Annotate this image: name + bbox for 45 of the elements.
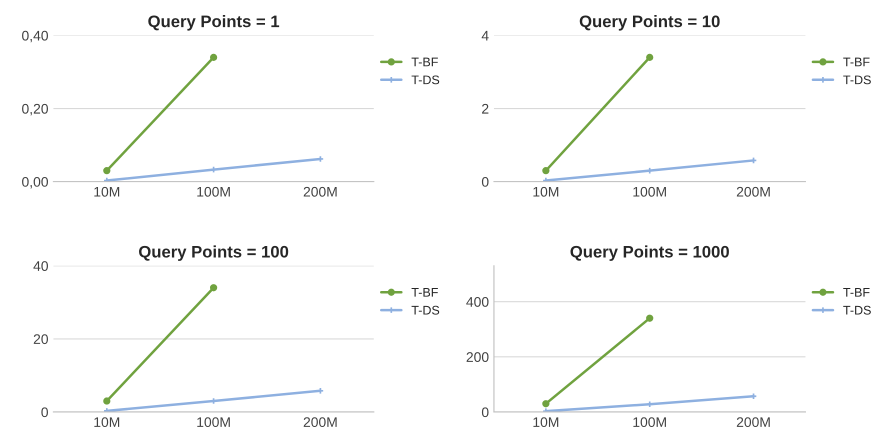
y-tick-label: 400	[466, 296, 489, 307]
x-tick-label: 200M	[736, 186, 770, 197]
y-tick-label: 40	[33, 261, 48, 271]
legend-label: T-BF	[843, 58, 870, 66]
x-tick-label: 10M	[533, 186, 558, 197]
y-tick-label: 0	[482, 407, 489, 418]
y-tick-label: 200	[466, 352, 489, 362]
legend-label: T-BF	[843, 288, 870, 297]
x-tick-label: 200M	[304, 417, 337, 428]
point	[646, 54, 654, 61]
y-tick-label: 0	[41, 407, 48, 418]
point	[542, 400, 550, 408]
y-tick-label: 2	[482, 104, 488, 114]
y-tick-label: 0,00	[22, 176, 48, 188]
chart-title: Query Points = 1	[148, 15, 280, 31]
y-tick-label: 0,20	[22, 104, 48, 116]
legend-label: T-DS	[843, 306, 871, 315]
x-tick-label: 10M	[533, 417, 558, 428]
legend-label: T-BF	[412, 58, 438, 66]
x-tick-label: 10M	[94, 186, 120, 197]
y-tick-label: 4	[482, 30, 489, 40]
x-tick-label: 200M	[304, 186, 337, 197]
point	[210, 284, 218, 292]
point	[103, 397, 110, 405]
legend-label: T-DS	[843, 75, 871, 84]
x-tick-label: 100M	[633, 186, 666, 197]
y-tick-label: 0	[482, 176, 489, 187]
point	[542, 167, 550, 174]
point	[103, 167, 110, 174]
y-tick-label: 0,40	[22, 30, 48, 42]
legend-label: T-DS	[412, 75, 440, 84]
y-tick-label: 20	[34, 334, 48, 344]
legend-label: T-BF	[412, 288, 438, 297]
point	[210, 54, 218, 61]
x-tick-label: 100M	[197, 417, 230, 428]
chart-title: Query Points = 10	[580, 15, 720, 31]
legend-label: T-DS	[412, 306, 440, 315]
x-tick-label: 100M	[197, 186, 230, 197]
x-tick-label: 200M	[736, 417, 770, 428]
x-tick-label: 100M	[633, 417, 666, 428]
x-tick-label: 10M	[94, 417, 120, 428]
chart-title: Query Points = 100	[139, 245, 288, 261]
chart-title: Query Points = 1000	[570, 245, 729, 261]
point	[646, 400, 654, 408]
point	[646, 314, 654, 322]
